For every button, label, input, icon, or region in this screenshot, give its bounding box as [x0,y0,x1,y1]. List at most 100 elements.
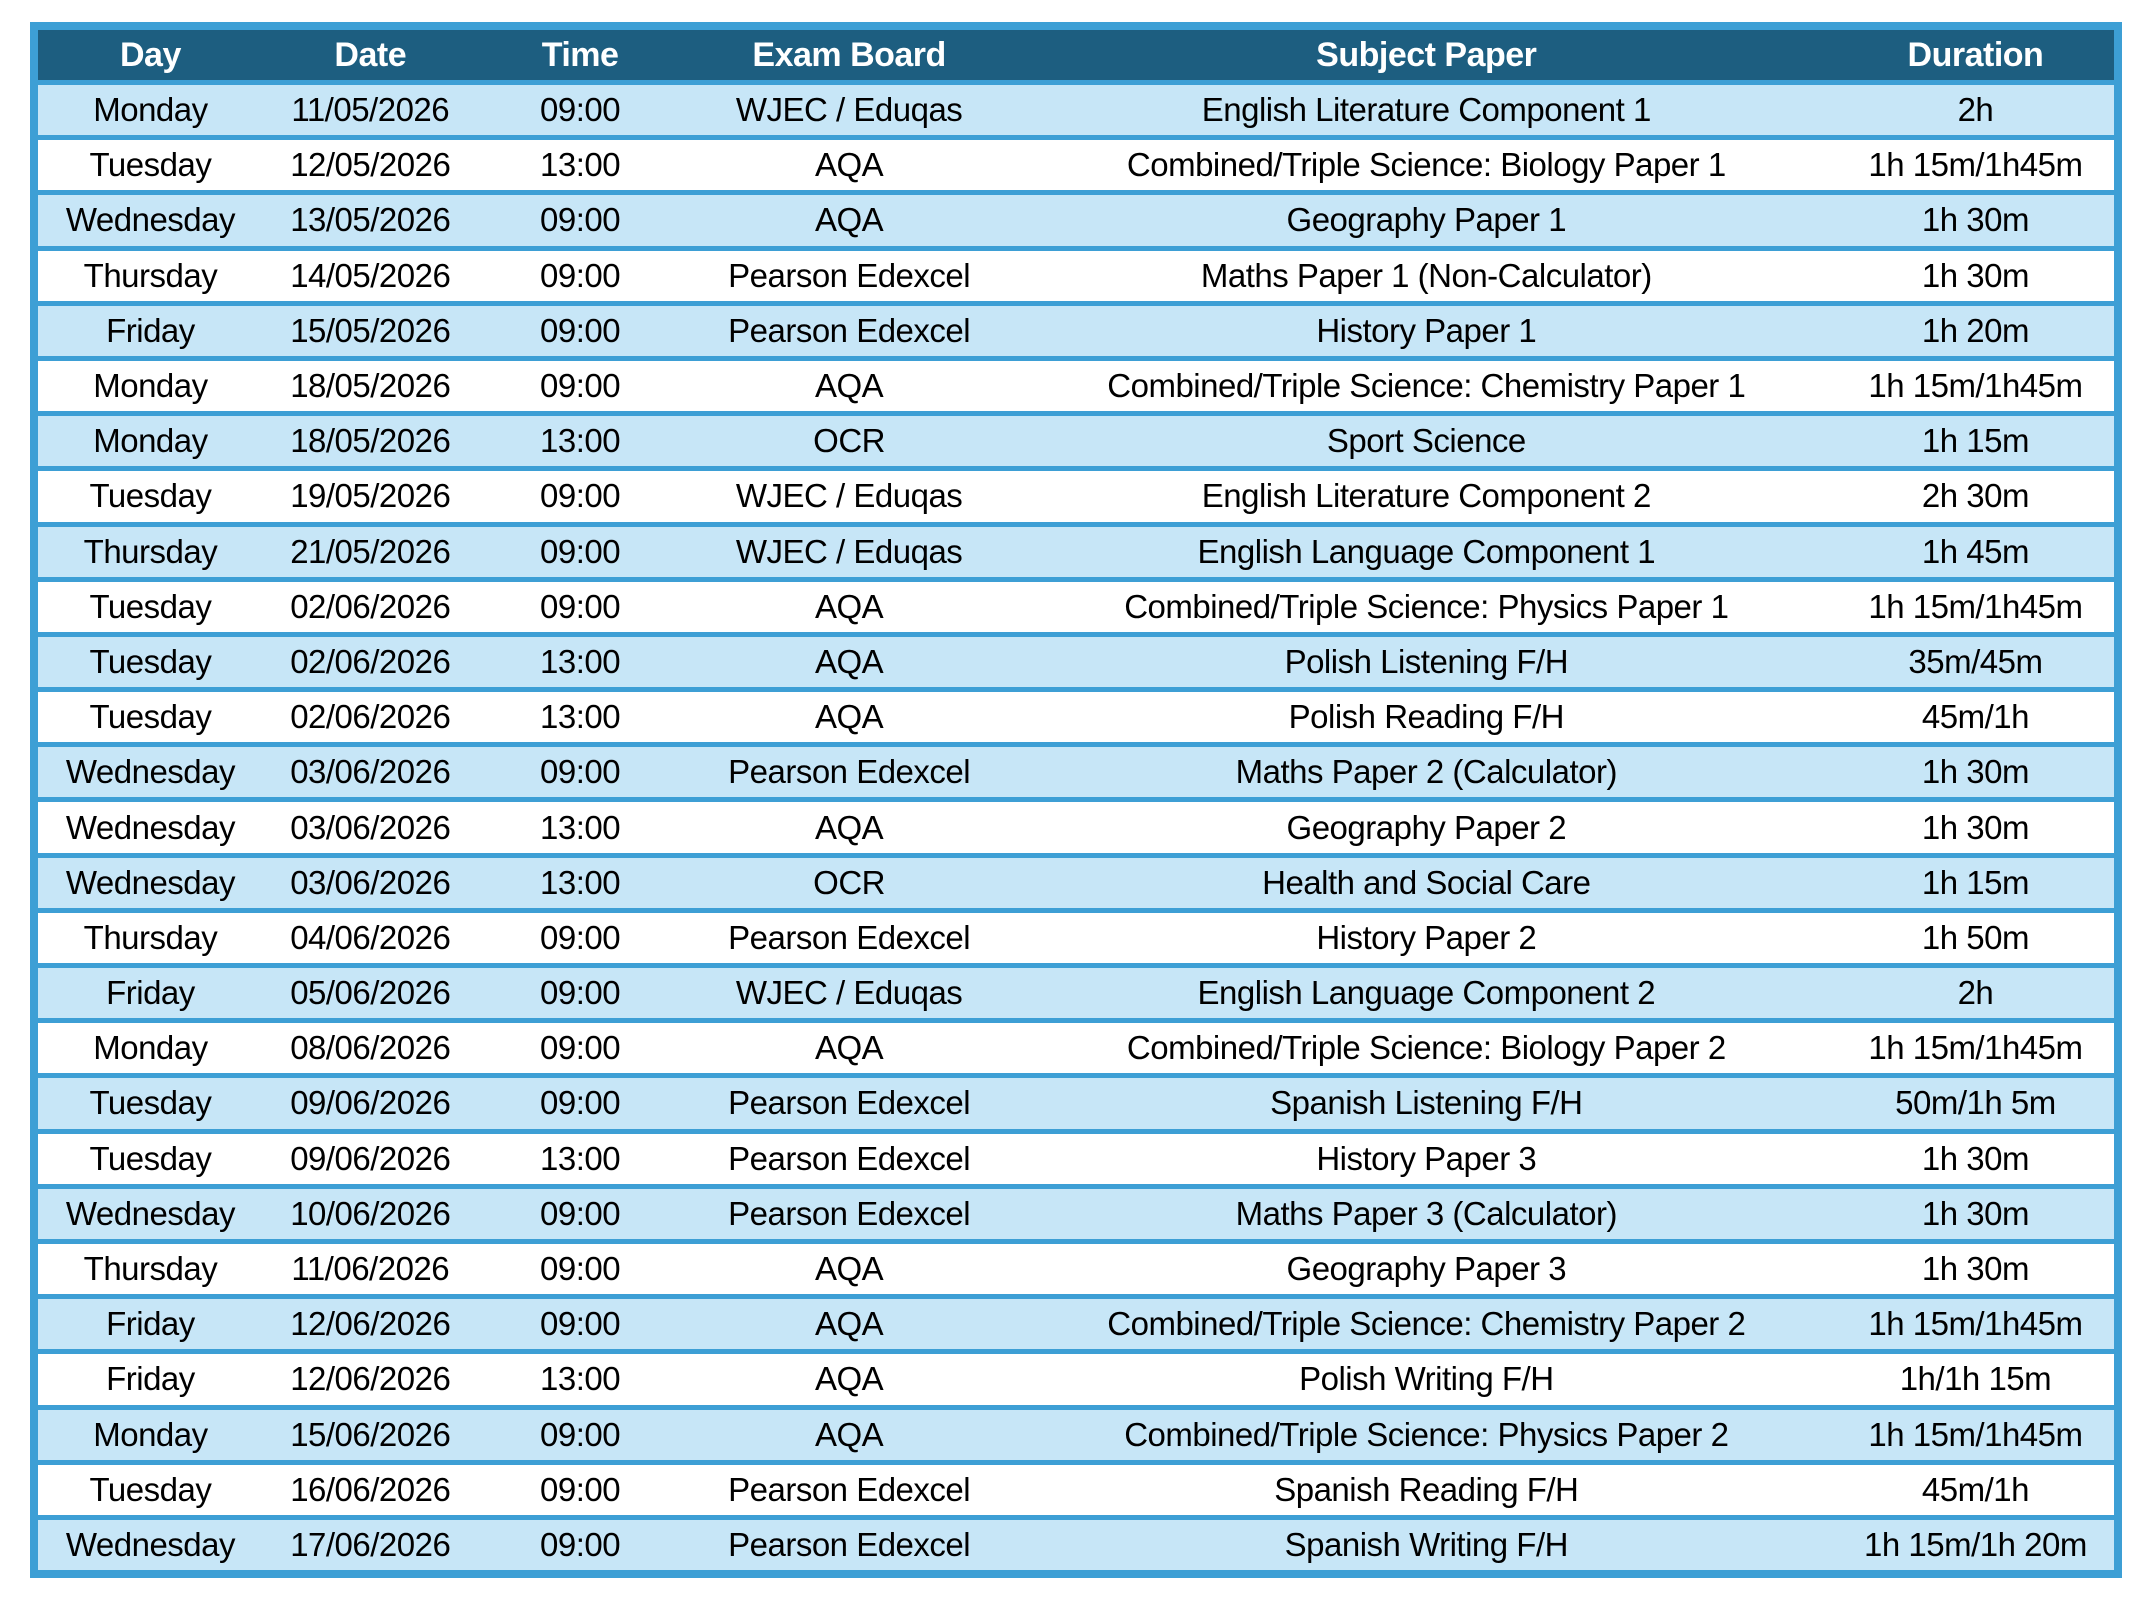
cell-subject: Sport Science [1015,411,1837,472]
cell-date: 15/06/2026 [262,1404,478,1465]
table-row: Thursday 21/05/2026 09:00 WJEC / Eduqas Engl… [34,521,2118,582]
cell-time: 09:00 [477,245,683,306]
table-row: Monday 11/05/2026 09:00 WJEC / Eduqas Englis… [34,79,2118,141]
cell-board: Pearson Edexcel [682,1128,1016,1189]
cell-day: Wednesday [34,190,263,251]
table-row: Tuesday 16/06/2026 09:00 Pearson Edexcel Spa… [34,1459,2118,1520]
cell-date: 10/06/2026 [262,1183,478,1244]
table-row: Thursday 04/06/2026 09:00 Pearson Edexcel Hi… [34,907,2118,969]
cell-subject: Maths Paper 1 (Non-Calculator) [1015,245,1837,306]
header-cell-time: Time [477,23,683,85]
cell-duration: 1h 15m/1h45m [1836,135,2118,196]
cell-board: Pearson Edexcel [682,907,1016,969]
cell-subject: Combined/Triple Science: Physics Paper 2 [1015,1404,1837,1465]
cell-date: 08/06/2026 [262,1018,478,1079]
cell-duration: 1h 15m [1836,852,2118,913]
cell-day: Friday [34,962,263,1024]
cell-subject: Polish Listening F/H [1015,631,1837,693]
cell-subject: Maths Paper 2 (Calculator) [1015,742,1837,803]
cell-day: Thursday [34,521,263,582]
cell-board: OCR [682,852,1016,913]
cell-date: 13/05/2026 [262,190,478,251]
cell-day: Monday [34,1404,263,1465]
cell-day: Tuesday [34,631,263,693]
cell-duration: 1h 15m [1836,411,2118,472]
cell-duration: 35m/45m [1836,631,2118,693]
table-row: Wednesday 03/06/2026 13:00 OCR Health and So… [34,852,2118,913]
cell-day: Wednesday [34,797,263,858]
header-cell-duration: Duration [1836,23,2118,85]
cell-duration: 45m/1h [1836,687,2118,748]
cell-subject: History Paper 3 [1015,1128,1837,1189]
cell-board: WJEC / Eduqas [682,79,1016,141]
table-row: Thursday 14/05/2026 09:00 Pearson Edexcel Ma… [34,245,2118,306]
cell-subject: Combined/Triple Science: Biology Paper 2 [1015,1018,1837,1079]
cell-subject: Polish Writing F/H [1015,1349,1837,1410]
cell-board: Pearson Edexcel [682,1183,1016,1244]
cell-time: 13:00 [477,687,683,748]
cell-duration: 1h 20m [1836,300,2118,361]
cell-day: Tuesday [34,576,263,637]
cell-date: 18/05/2026 [262,411,478,472]
cell-day: Tuesday [34,1459,263,1520]
table-row: Friday 12/06/2026 09:00 AQA Combined/Triple … [34,1294,2118,1355]
cell-board: Pearson Edexcel [682,1459,1016,1520]
cell-time: 13:00 [477,411,683,472]
cell-time: 09:00 [477,1294,683,1355]
cell-day: Friday [34,1294,263,1355]
cell-subject: Geography Paper 2 [1015,797,1837,858]
cell-day: Friday [34,1349,263,1410]
cell-subject: English Literature Component 2 [1015,466,1837,527]
cell-board: AQA [682,1018,1016,1079]
cell-date: 02/06/2026 [262,631,478,693]
cell-subject: Spanish Reading F/H [1015,1459,1837,1520]
cell-board: Pearson Edexcel [682,300,1016,361]
table-row: Thursday 11/06/2026 09:00 AQA Geography Pape… [34,1238,2118,1300]
table-row: Wednesday 03/06/2026 09:00 Pearson Edexcel M… [34,742,2118,803]
cell-date: 09/06/2026 [262,1128,478,1189]
cell-date: 12/06/2026 [262,1349,478,1410]
table-row: Wednesday 03/06/2026 13:00 AQA Geography Pap… [34,797,2118,858]
cell-time: 09:00 [477,521,683,582]
cell-board: AQA [682,797,1016,858]
cell-time: 09:00 [477,1018,683,1079]
cell-board: AQA [682,190,1016,251]
table-row: Tuesday 09/06/2026 13:00 Pearson Edexcel His… [34,1128,2118,1189]
cell-board: AQA [682,687,1016,748]
cell-board: Pearson Edexcel [682,742,1016,803]
cell-time: 09:00 [477,1459,683,1520]
table-row: Wednesday 13/05/2026 09:00 AQA Geography Pap… [34,190,2118,251]
cell-day: Friday [34,300,263,361]
cell-board: AQA [682,1294,1016,1355]
cell-duration: 1h 30m [1836,190,2118,251]
cell-duration: 1h 30m [1836,1128,2118,1189]
cell-date: 21/05/2026 [262,521,478,582]
cell-duration: 2h [1836,79,2118,141]
cell-time: 09:00 [477,300,683,361]
table-body: Monday 11/05/2026 09:00 WJEC / Eduqas Englis… [34,79,2118,1577]
cell-subject: English Language Component 2 [1015,962,1837,1024]
cell-time: 13:00 [477,1128,683,1189]
cell-time: 09:00 [477,962,683,1024]
cell-date: 11/06/2026 [262,1238,478,1300]
table-row: Monday 15/06/2026 09:00 AQA Combined/Triple … [34,1404,2118,1465]
cell-day: Thursday [34,245,263,306]
cell-duration: 1h 30m [1836,245,2118,306]
cell-time: 09:00 [477,190,683,251]
cell-day: Tuesday [34,466,263,527]
cell-board: WJEC / Eduqas [682,521,1016,582]
cell-board: AQA [682,135,1016,196]
table-row: Tuesday 09/06/2026 09:00 Pearson Edexcel Spa… [34,1073,2118,1134]
table-row: Tuesday 02/06/2026 13:00 AQA Polish Listenin… [34,631,2118,693]
cell-time: 09:00 [477,576,683,637]
cell-duration: 1h 30m [1836,1183,2118,1244]
cell-duration: 1h 15m/1h45m [1836,1294,2118,1355]
header-cell-day: Day [34,23,263,85]
cell-board: AQA [682,1404,1016,1465]
cell-board: AQA [682,576,1016,637]
table-row: Monday 18/05/2026 13:00 OCR Sport Science 1h … [34,411,2118,472]
cell-subject: English Language Component 1 [1015,521,1837,582]
cell-day: Monday [34,79,263,141]
cell-duration: 1h 30m [1836,742,2118,803]
cell-board: WJEC / Eduqas [682,466,1016,527]
